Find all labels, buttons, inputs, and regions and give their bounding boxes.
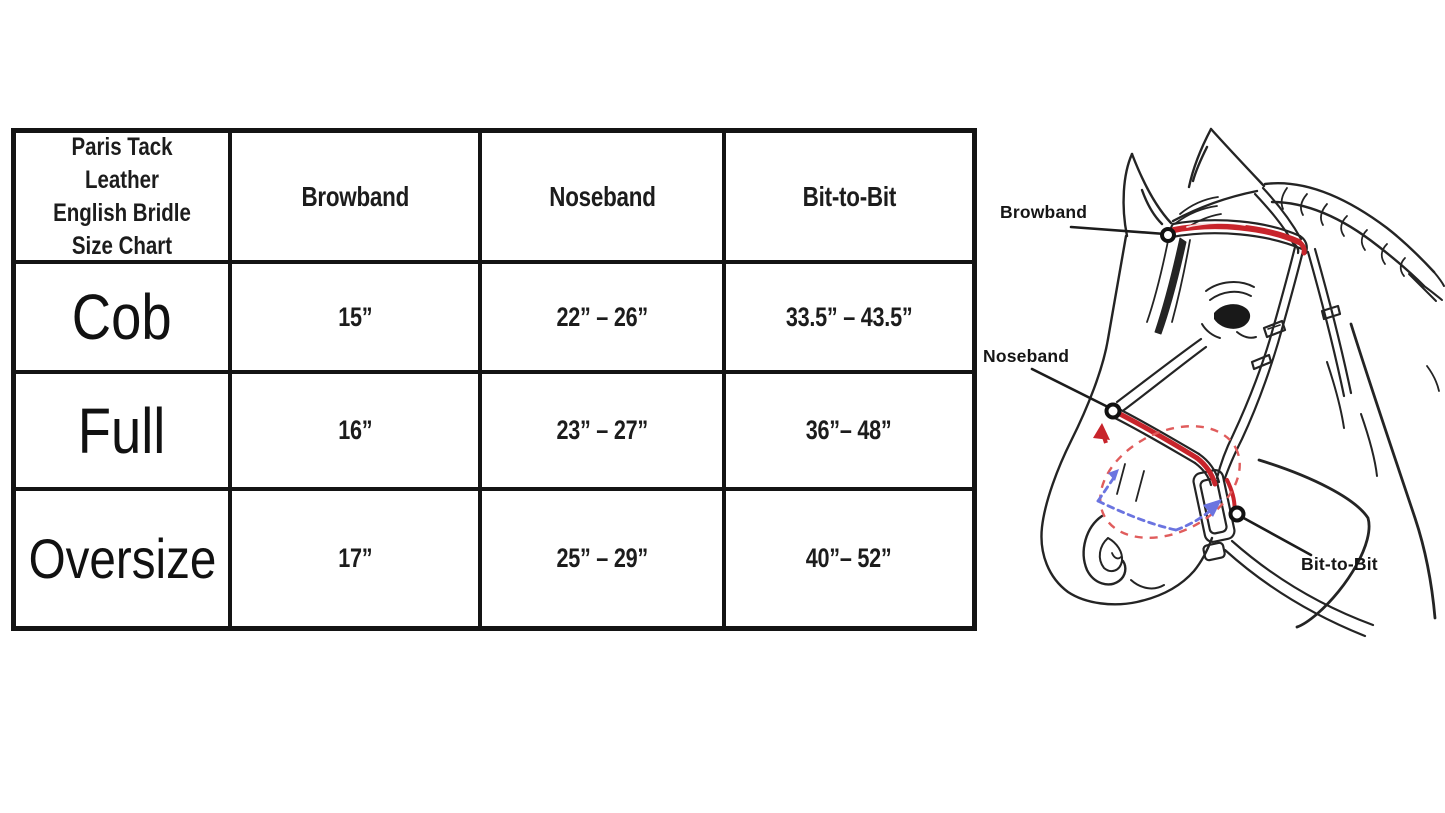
cell-full-bit-to-bit: 36”– 48”	[726, 374, 972, 487]
noseband-marker-dot	[1104, 402, 1122, 420]
callout-pointers	[1030, 225, 1313, 557]
cell-full-noseband: 23” – 27”	[482, 374, 722, 487]
browband-pointer-line	[1069, 225, 1167, 236]
header-cell-bit-to-bit: Bit-to-Bit	[726, 133, 972, 260]
size-chart-table: Paris Tack Leather English Bridle Size C…	[11, 128, 977, 631]
table-title-cell: Paris Tack Leather English Bridle Size C…	[16, 133, 228, 260]
size-cell-full: Full	[16, 374, 228, 487]
header-cell-browband: Browband	[232, 133, 478, 260]
mane-twists	[1280, 187, 1406, 277]
noseband-measure-arrows	[1096, 469, 1222, 532]
blue-arrowhead-large	[1203, 499, 1222, 517]
horse-outline	[1040, 127, 1445, 629]
bit-to-bit-marker-dot	[1228, 505, 1246, 523]
throatlatch-buckle	[1320, 304, 1342, 321]
red-arrowhead	[1093, 423, 1110, 440]
browband-highlight	[1171, 223, 1302, 245]
cell-oversize-browband: 17”	[232, 491, 478, 626]
title-line-1: Paris Tack Leather	[71, 133, 173, 194]
browband-callout-label: Browband	[1000, 202, 1088, 222]
noseband-callout-label: Noseband	[983, 346, 1070, 366]
browband-marker-dot	[1160, 227, 1176, 243]
table-title: Paris Tack Leather English Bridle Size C…	[35, 133, 209, 260]
noseband-highlight	[1111, 408, 1200, 461]
size-cell-cob: Cob	[16, 264, 228, 370]
cell-oversize-bit-to-bit: 40”– 52”	[726, 491, 972, 626]
noseband-pointer-line	[1030, 367, 1112, 410]
blue-arrowhead-small	[1108, 469, 1119, 481]
cheek-buckle	[1262, 319, 1287, 339]
red-highlights	[1111, 222, 1307, 518]
header-cell-noseband: Noseband	[482, 133, 722, 260]
title-line-2: English Bridle	[53, 198, 191, 227]
bridle-straps	[1109, 186, 1375, 638]
cell-cob-noseband: 22” – 26”	[482, 264, 722, 370]
measure-point-markers	[1104, 227, 1246, 523]
cell-oversize-noseband: 25” – 29”	[482, 491, 722, 626]
cell-cob-browband: 15”	[232, 264, 478, 370]
horse-bridle-diagram: Browband Noseband Bit-to-Bit	[975, 110, 1445, 650]
title-line-3: Size Chart	[71, 231, 173, 260]
cell-full-browband: 16”	[232, 374, 478, 487]
size-cell-oversize: Oversize	[16, 491, 228, 626]
horse-eye	[1214, 304, 1251, 329]
bit-to-bit-pointer-line	[1238, 514, 1313, 557]
bit-to-bit-callout-label: Bit-to-Bit	[1301, 554, 1378, 574]
horse-bridle-illustration	[1030, 127, 1445, 638]
bit-to-bit-measure	[1093, 423, 1241, 539]
cell-cob-bit-to-bit: 33.5” – 43.5”	[726, 264, 972, 370]
